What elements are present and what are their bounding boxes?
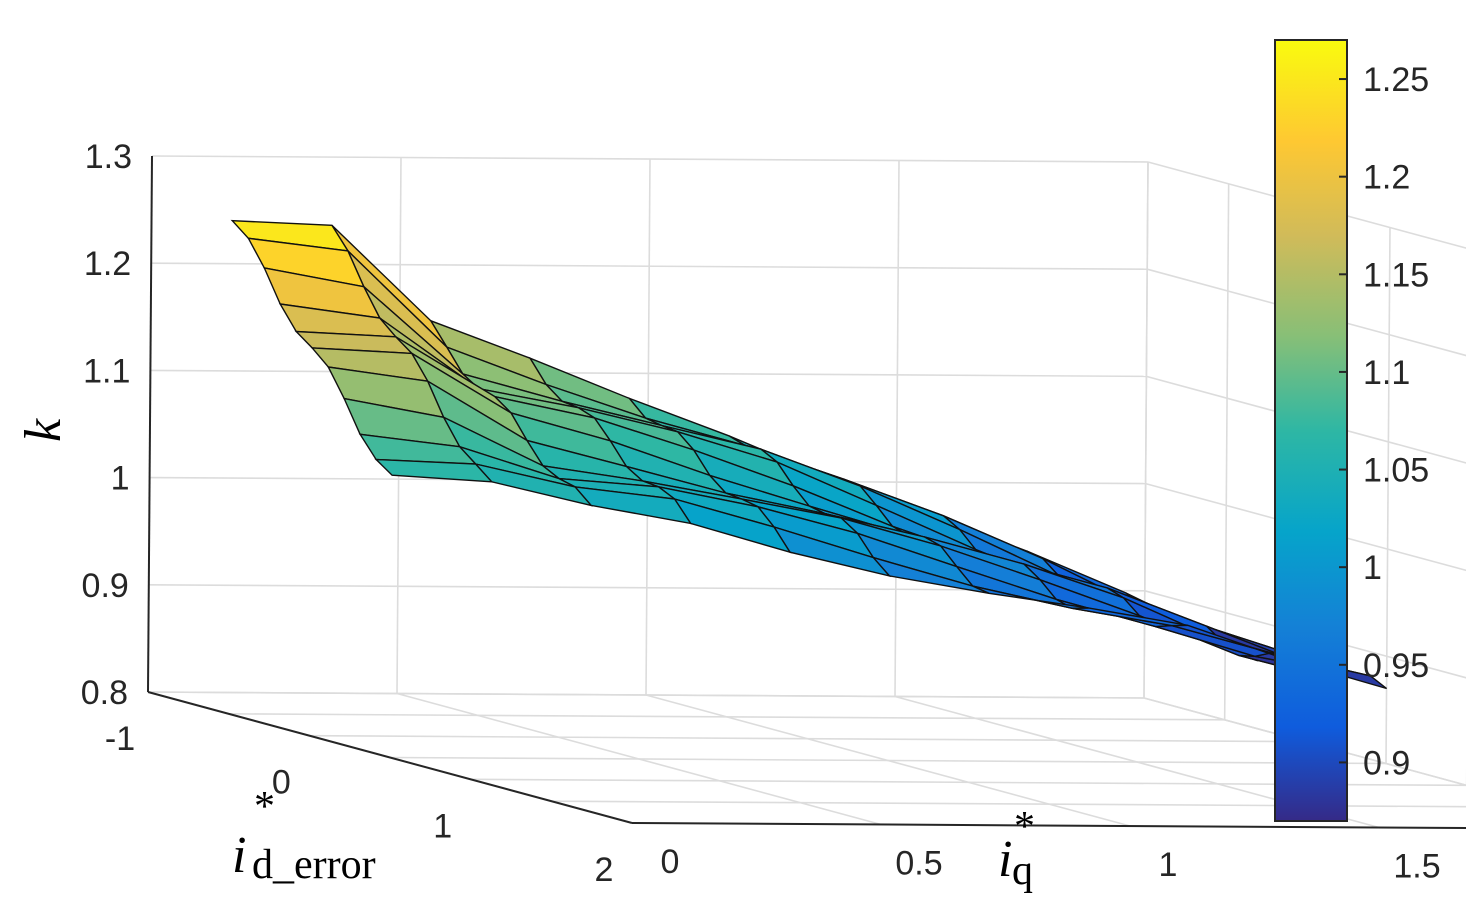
side-wall-gridline xyxy=(894,160,900,697)
z-axis-label: k xyxy=(15,418,72,442)
side-wall-gridline xyxy=(150,369,1147,378)
y-axis-label-sup: * xyxy=(1014,804,1035,850)
back-wall-gridline xyxy=(1147,161,1466,249)
y-tick-label: 0.5 xyxy=(895,845,942,883)
y-tick-label: 1 xyxy=(1159,846,1178,884)
back-wall-gridline xyxy=(1146,375,1466,464)
x-axis-label-sub: d_error xyxy=(252,842,376,888)
colorbar-tick-label: 1.15 xyxy=(1363,256,1429,294)
y-axis-label-sub: q xyxy=(1012,848,1033,894)
z-tick-label: 1.1 xyxy=(83,352,130,390)
y-tick-label: 0 xyxy=(661,843,680,881)
back-wall-gridline xyxy=(1145,482,1466,572)
back-wall-gridline xyxy=(1143,697,1466,786)
y-tick-label: 1.5 xyxy=(1393,848,1440,886)
back-wall-gridline xyxy=(1223,183,1230,720)
colorbar-ticks: 0.9 0.95 1 1.05 1.1 1.15 1.2 1.25 xyxy=(1339,61,1429,782)
x-tick-label: 1 xyxy=(433,807,452,845)
colorbar-tick-label: 1.2 xyxy=(1363,159,1410,197)
svg-text:i: i xyxy=(232,827,246,884)
colorbar-tick-label: 0.95 xyxy=(1363,647,1429,685)
floor-gridline xyxy=(396,692,882,826)
z-tick-label: 1.3 xyxy=(85,138,132,176)
z-tick-label: 1.2 xyxy=(84,245,131,283)
z-tick-label: 1 xyxy=(111,460,130,498)
y-axis-label: i * q xyxy=(998,804,1035,894)
surface xyxy=(230,219,1388,690)
z-axis-line xyxy=(147,155,153,693)
colorbar-tick-label: 1.05 xyxy=(1363,452,1429,490)
y-axis-label-main: i xyxy=(998,831,1012,888)
x-tick-label: -1 xyxy=(105,720,135,758)
floor-gridline xyxy=(645,694,1131,827)
x-tick-label: 2 xyxy=(595,851,614,889)
side-wall-gridline xyxy=(147,691,1145,699)
surface-patch xyxy=(374,458,494,483)
colorbar xyxy=(1274,39,1348,822)
colorbar-tick-label: 1.1 xyxy=(1363,354,1410,392)
colorbar-tick-label: 0.9 xyxy=(1363,744,1410,782)
y-axis-line xyxy=(631,822,1466,830)
z-tick-label: 0.8 xyxy=(81,674,128,712)
colorbar-tick-label: 1.25 xyxy=(1363,61,1429,99)
side-wall-gridline xyxy=(151,155,1149,163)
colorbar-tick-label: 1 xyxy=(1363,549,1382,587)
x-tick-label: 0 xyxy=(272,764,291,802)
x-axis-label-main: i xyxy=(232,827,246,884)
x-axis-line xyxy=(147,691,633,824)
back-wall-gridline xyxy=(1146,268,1466,357)
x-axis-label-sup: * xyxy=(254,784,275,830)
back-wall-gridline xyxy=(1385,227,1391,764)
x-axis-label: i * d_error xyxy=(232,784,376,888)
z-tick-label: 0.9 xyxy=(82,567,129,605)
back-wall-gridline xyxy=(1144,590,1466,679)
